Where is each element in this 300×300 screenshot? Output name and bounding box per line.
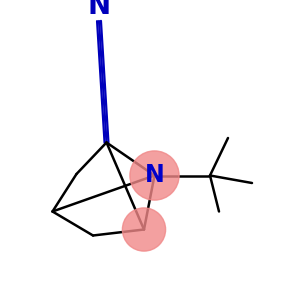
Circle shape <box>130 151 179 200</box>
Circle shape <box>122 208 166 251</box>
Text: N: N <box>87 0 111 20</box>
Text: N: N <box>145 164 164 188</box>
